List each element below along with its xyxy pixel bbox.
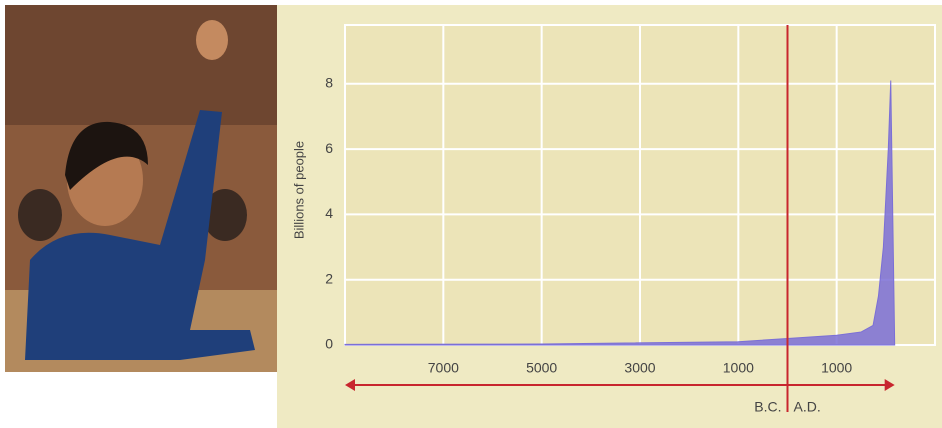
annotation: A.D. bbox=[794, 399, 821, 415]
x-tick-label: 1000 bbox=[723, 360, 754, 376]
photo-child bbox=[203, 189, 247, 241]
photo-girl-hair bbox=[65, 121, 148, 190]
y-tick-label: 2 bbox=[325, 270, 333, 286]
photo-child bbox=[18, 189, 62, 241]
x-tick-label: 5000 bbox=[526, 360, 557, 376]
y-axis-label: Billions of people bbox=[291, 141, 306, 239]
y-tick-label: 8 bbox=[325, 74, 333, 90]
x-tick-label: 3000 bbox=[624, 360, 655, 376]
arrow-head bbox=[345, 379, 355, 391]
area bbox=[344, 80, 896, 346]
y-tick-label: 6 bbox=[325, 140, 333, 156]
arrow-head bbox=[884, 379, 895, 391]
photo-girl-hand bbox=[196, 20, 228, 60]
photo-girl-body bbox=[25, 110, 255, 360]
x-tick-label: 1000 bbox=[821, 360, 852, 376]
y-tick-label: 0 bbox=[325, 336, 333, 352]
y-tick-label: 4 bbox=[325, 205, 333, 221]
photo bbox=[5, 5, 277, 372]
photo-wall bbox=[5, 5, 277, 125]
annotation: B.C. bbox=[754, 399, 781, 415]
x-tick-label: 7000 bbox=[428, 360, 459, 376]
